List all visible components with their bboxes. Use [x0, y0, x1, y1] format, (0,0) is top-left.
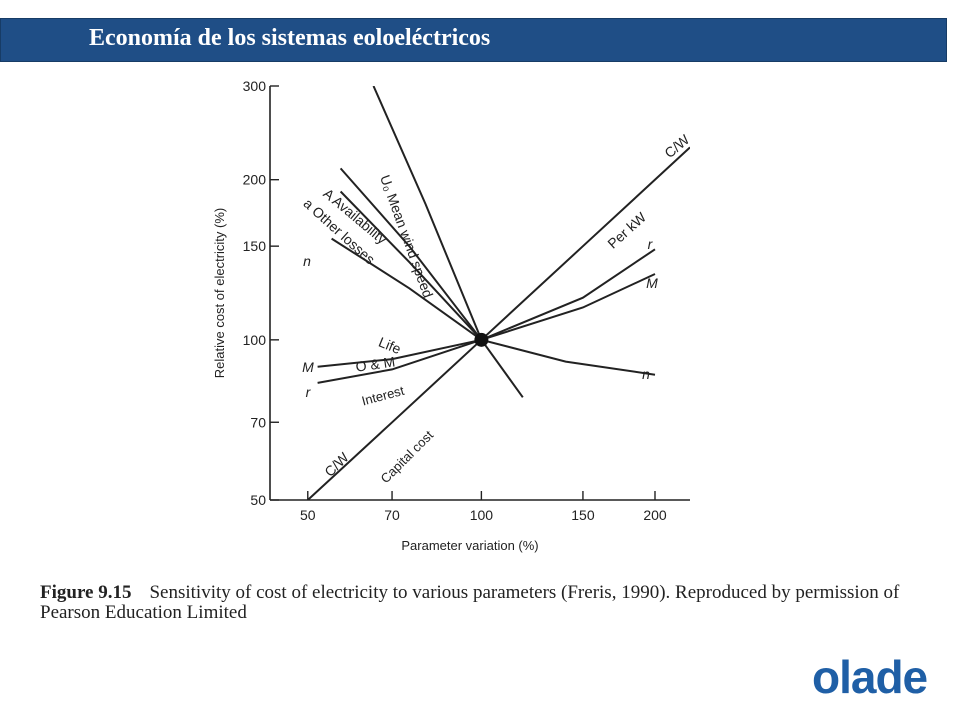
curve-label: Capital cost [378, 427, 437, 486]
y-tick-label: 150 [243, 238, 267, 254]
curve-label: M [302, 359, 314, 375]
curve-label: Life [376, 334, 403, 357]
curve-label: C/W [321, 449, 352, 480]
x-tick-label: 150 [571, 507, 595, 523]
x-tick-label: 50 [300, 507, 316, 523]
series-line-4 [331, 237, 656, 376]
series-line-7 [307, 146, 690, 500]
curve-label: r [648, 236, 654, 252]
curve-label: n [642, 366, 650, 382]
title-banner: Economía de los sistemas eoloeléctricos [0, 18, 947, 62]
series-line-5 [317, 273, 656, 368]
series-line-3 [339, 190, 483, 341]
y-tick-label: 300 [243, 78, 267, 94]
curve-label: Per kW [604, 208, 649, 251]
curve-label: r [306, 384, 312, 400]
olade-logo: olade [812, 651, 928, 703]
curve-label: Interest [360, 383, 406, 409]
x-tick-label: 100 [470, 507, 494, 523]
figure-caption: Figure 9.15 Sensitivity of cost of electr… [40, 583, 920, 623]
sensitivity-chart: 50 70 100 150 200 300 50 70 100 150 200 Parameter v… [212, 78, 693, 553]
y-tick-label: 100 [243, 332, 267, 348]
curve-label: O & M [355, 353, 397, 374]
curve-label: n [303, 253, 311, 269]
caption-text: Sensitivity of cost of electricity to va… [40, 582, 900, 623]
y-axis-label: Relative cost of electricity (%) [212, 208, 227, 379]
curve-label: C/W [661, 131, 693, 161]
x-axis-label: Parameter variation (%) [401, 538, 538, 553]
intersection-marker [474, 332, 489, 347]
y-tick-label: 200 [243, 172, 267, 188]
y-tick-label: 70 [250, 414, 266, 430]
slide-title: Economía de los sistemas eoloeléctricos [89, 25, 491, 51]
caption-figure-number: Figure 9.15 [40, 582, 132, 603]
x-tick-label: 200 [643, 507, 667, 523]
series-line-2 [339, 167, 483, 341]
series-line-1 [372, 86, 524, 398]
x-tick-label: 70 [384, 507, 400, 523]
curve-label: M [646, 275, 658, 291]
y-tick-label: 50 [250, 492, 266, 508]
